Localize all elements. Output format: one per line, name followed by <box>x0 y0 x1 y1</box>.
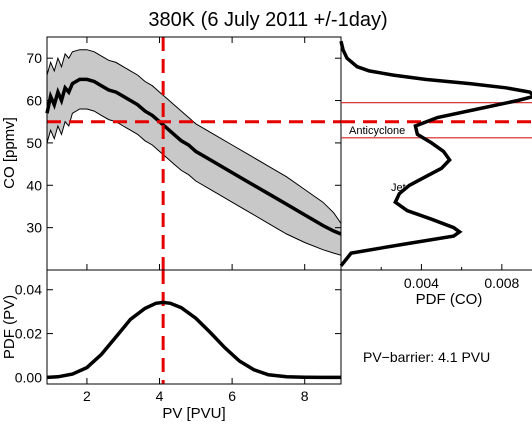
co-pdf-xlabel: PDF (CO) <box>416 291 483 308</box>
main-ytick-label: 30 <box>26 220 42 236</box>
main-ylabel: CO [ppmv] <box>1 117 18 189</box>
co-pdf-panel: 0.004 0.008 Anticyclone Jet PDF (CO) <box>339 40 532 308</box>
co-xtick-label: 0.008 <box>484 275 519 291</box>
co-pdf-x-ticks: 0.004 0.008 <box>380 264 520 291</box>
main-ytick-label: 70 <box>26 50 42 66</box>
pv-pdf-ylabel: PDF (PV) <box>1 295 18 359</box>
co-pdf-curve <box>339 40 532 267</box>
main-ytick-label: 50 <box>26 135 42 151</box>
pv-pdf-x-ticks: 2 4 6 8 <box>83 378 309 404</box>
pv-barrier-note: PV−barrier: 4.1 PVU <box>363 349 490 365</box>
anticyclone-label: Anticyclone <box>349 125 405 137</box>
pv-ytick-label: 0.00 <box>15 369 42 385</box>
jet-label: Jet <box>391 182 406 194</box>
pv-pdf-xlabel: PV [PVU] <box>162 405 225 422</box>
main-y-ticks: 30 40 50 60 70 <box>26 37 341 270</box>
main-ytick-label: 60 <box>26 93 42 109</box>
pv-xtick-label: 4 <box>156 388 164 404</box>
pv-xtick-label: 2 <box>83 388 91 404</box>
pv-xtick-label: 6 <box>228 388 236 404</box>
pv-pdf-panel: 0.00 0.02 0.04 2 4 6 8 PDF (PV) PV [PVU] <box>1 269 342 422</box>
pv-pdf-frame <box>46 269 342 385</box>
co-xtick-label: 0.004 <box>404 275 439 291</box>
chart-title: 380K (6 July 2011 +/-1day) <box>148 9 387 31</box>
main-ytick-label: 40 <box>26 177 42 193</box>
pv-ytick-label: 0.04 <box>15 282 42 298</box>
pv-ytick-label: 0.02 <box>15 326 42 342</box>
co-mean-line <box>45 77 342 236</box>
main-panel: 30 40 50 60 70 CO [ppmv] <box>1 36 342 271</box>
pv-pdf-y-ticks: 0.00 0.02 0.04 <box>15 282 341 385</box>
pv-xtick-label: 8 <box>301 388 309 404</box>
pv-pdf-curve <box>46 300 341 380</box>
